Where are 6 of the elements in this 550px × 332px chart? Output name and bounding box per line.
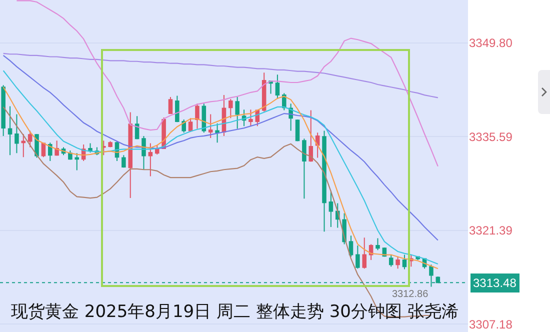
y-tick-label: 3321.39 [469,224,513,238]
y-tick-label: 3307.18 [469,317,513,332]
y-tick-label: 3349.80 [469,36,513,50]
ref-line-label: 3313.48 [473,276,517,290]
y-tick-label: 3335.59 [469,130,513,144]
annotation: 3312.86 [392,289,429,300]
